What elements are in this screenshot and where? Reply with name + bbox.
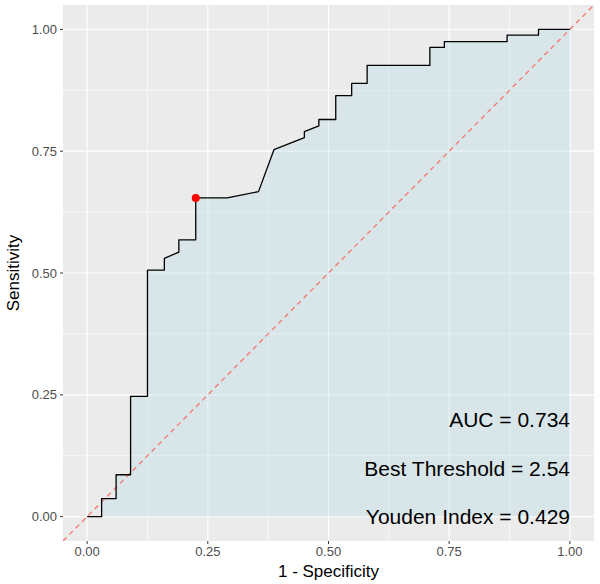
reference-line xyxy=(63,5,594,541)
x-tick-label: 1.00 xyxy=(557,544,582,559)
y-tick xyxy=(60,516,63,517)
y-tick-label: 1.00 xyxy=(32,22,57,37)
y-tick xyxy=(60,151,63,152)
y-tick-label: 0.00 xyxy=(32,509,57,524)
annotation: Youden Index = 0.429 xyxy=(366,505,570,528)
annotation: Best Threshold = 2.54 xyxy=(364,457,570,480)
y-tick xyxy=(60,394,63,395)
x-tick-label: 0.75 xyxy=(437,544,462,559)
best-threshold-point xyxy=(192,194,200,202)
grid xyxy=(63,5,594,541)
y-tick-label: 0.75 xyxy=(32,144,57,159)
roc-curve xyxy=(87,29,570,516)
y-axis-title: Sensitivity xyxy=(4,234,23,311)
y-tick-label: 0.50 xyxy=(32,266,57,281)
plot-panel xyxy=(63,5,594,541)
x-tick-label: 0.00 xyxy=(74,544,99,559)
x-tick-label: 0.50 xyxy=(316,544,341,559)
chart: 0.00 0.25 0.50 0.75 1.00 0.00 0.25 0.50 0.75 1.00… xyxy=(0,0,600,584)
grid-line xyxy=(63,29,594,30)
annotation: AUC = 0.734 xyxy=(449,408,570,431)
annotations: AUC = 0.734 Best Threshold = 2.54 Youden I… xyxy=(364,408,570,528)
x-tick-label: 0.25 xyxy=(195,544,220,559)
axes: 0.00 0.25 0.50 0.75 1.00 0.00 0.25 0.50 0.75 1.00 xyxy=(32,22,583,559)
x-axis-title: 1 - Specificity xyxy=(278,562,380,581)
y-tick xyxy=(60,273,63,274)
y-tick-label: 0.25 xyxy=(32,387,57,402)
y-tick xyxy=(60,29,63,30)
plot-area xyxy=(63,5,594,541)
